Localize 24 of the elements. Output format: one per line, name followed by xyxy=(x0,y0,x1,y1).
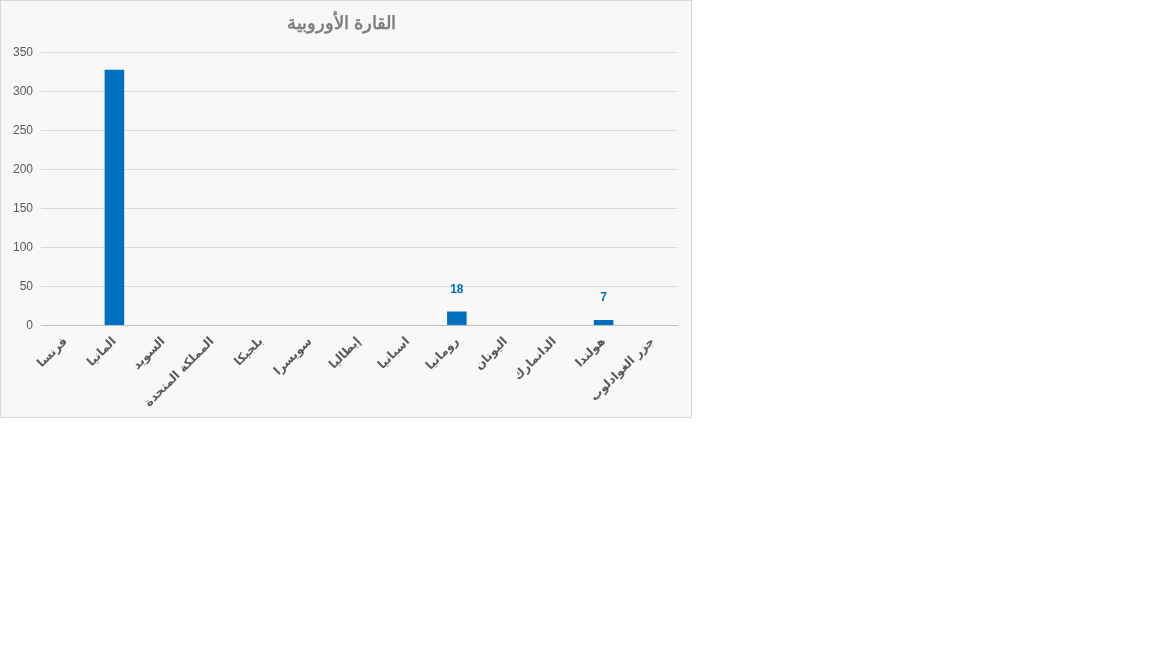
x-tick-label: السويد xyxy=(129,334,169,373)
y-tick-label: 50 xyxy=(19,278,34,293)
data-label: 18 xyxy=(450,281,464,296)
y-tick-label: 150 xyxy=(12,200,34,215)
y-tick-label: 200 xyxy=(12,161,34,176)
y-tick-label: 350 xyxy=(12,44,34,59)
x-tick-label: اسبانيا xyxy=(374,334,413,372)
y-tick-label: 0 xyxy=(26,317,34,332)
bar xyxy=(593,320,614,326)
x-tick-label: سويسرا xyxy=(270,334,316,379)
y-tick-label: 250 xyxy=(12,122,34,137)
y-tick-label: 300 xyxy=(12,83,34,98)
y-tick-label: 100 xyxy=(12,239,34,254)
data-label: 7 xyxy=(600,290,608,305)
x-tick-label: بلجيكا xyxy=(231,334,266,369)
bar xyxy=(447,311,467,326)
x-tick-label: المانيا xyxy=(84,334,119,369)
x-tick-label: رومانيا xyxy=(422,334,462,374)
x-tick-label: إيطاليا xyxy=(326,334,364,372)
bar xyxy=(104,69,125,326)
chart-title: القارة الأوروبية xyxy=(286,10,396,34)
x-tick-label: الدانمارك xyxy=(510,334,560,383)
x-tick-label: فرنسا xyxy=(34,334,70,370)
x-tick-label: اليونان xyxy=(471,334,511,374)
